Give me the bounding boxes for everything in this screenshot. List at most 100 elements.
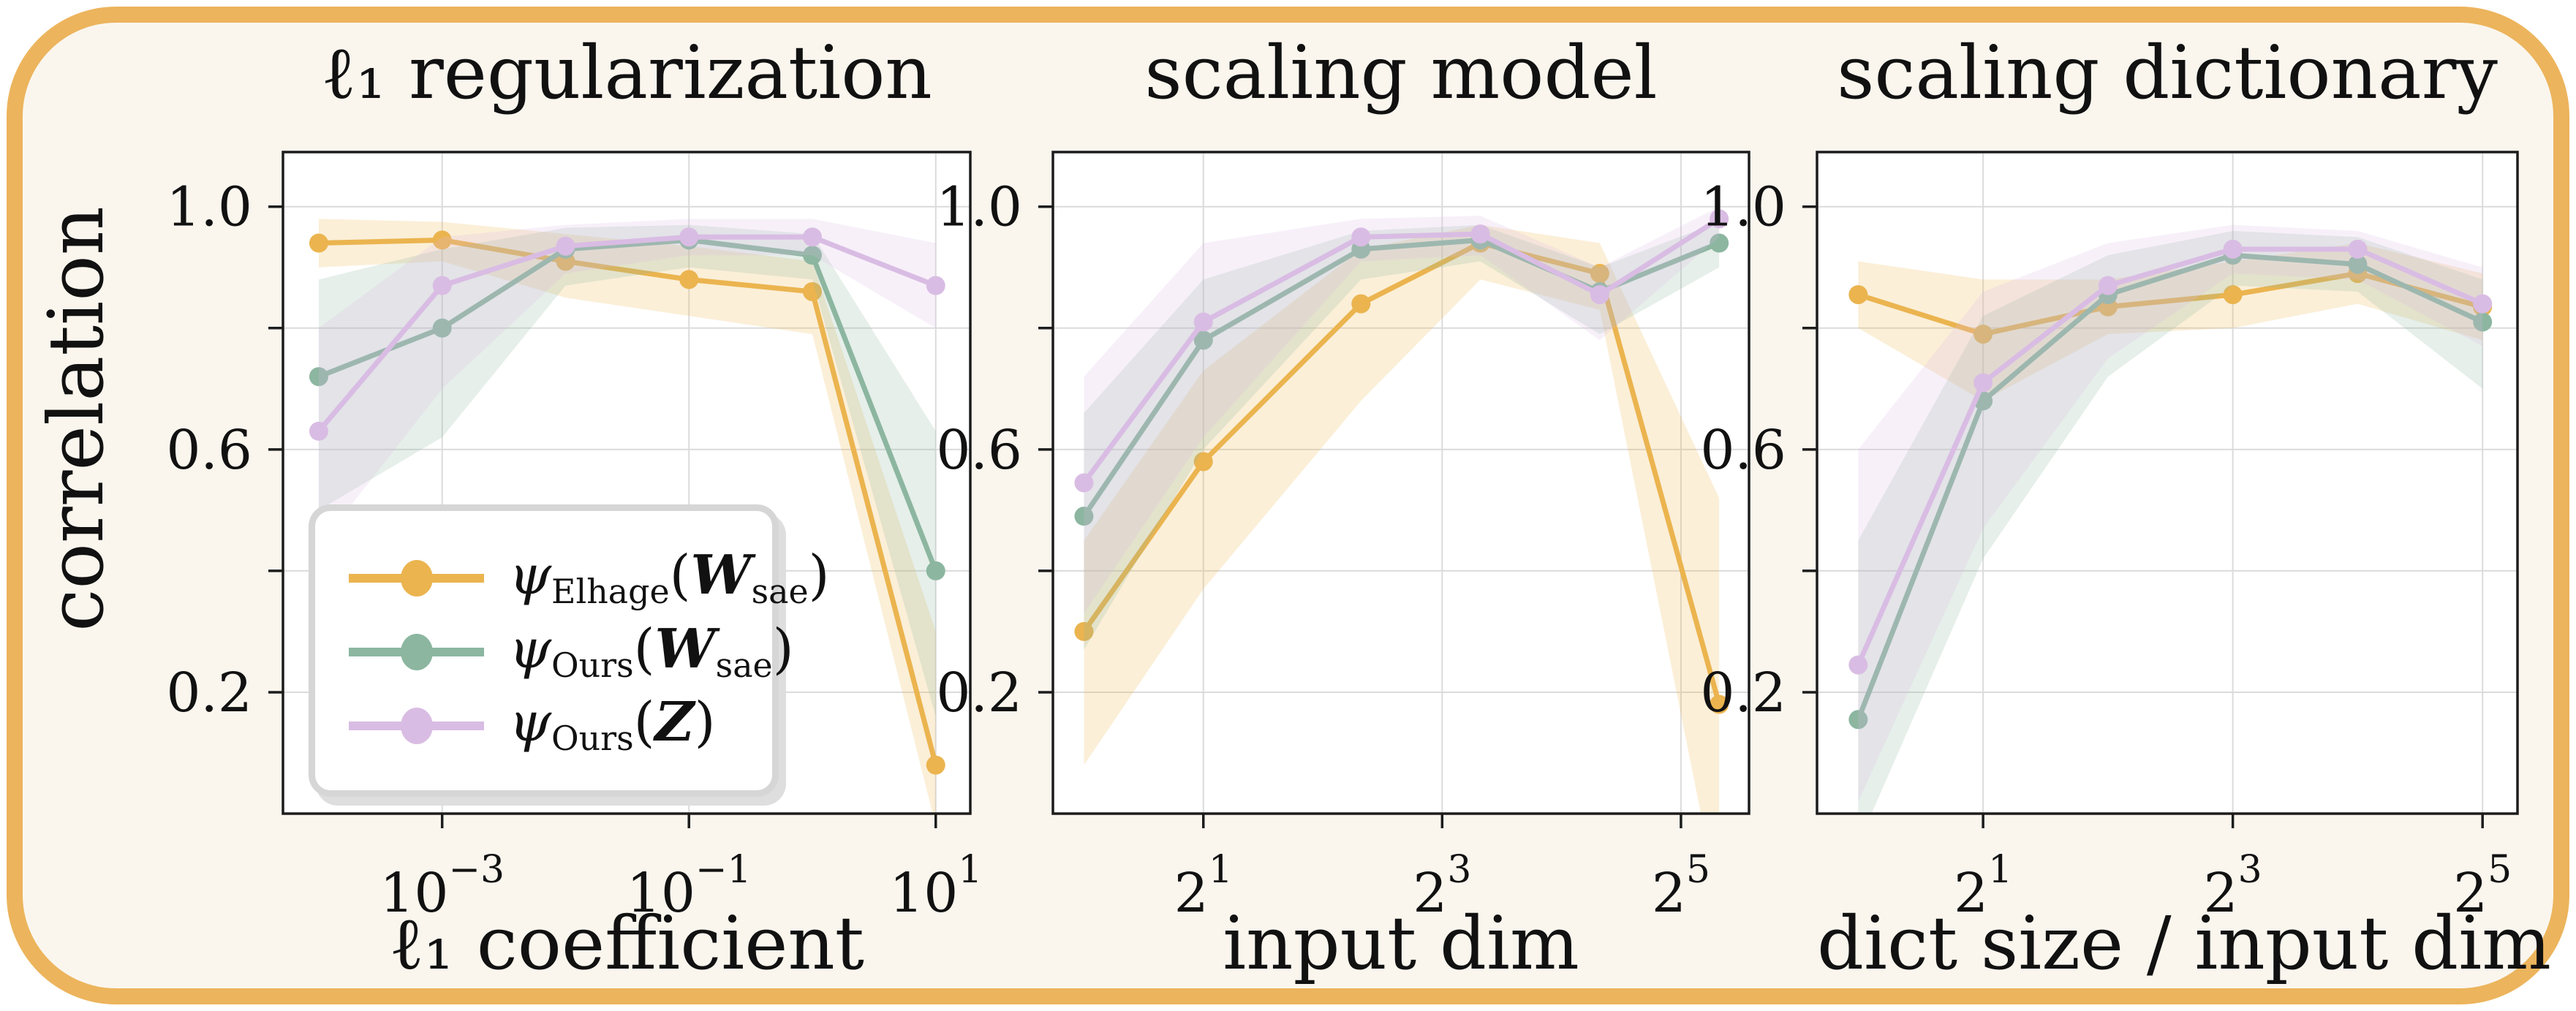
data-point-marker [2098,276,2118,295]
confidence-band [1084,221,1720,650]
y-tick-label: 0.2 [1700,662,1786,724]
data-point-marker [1848,285,1868,305]
y-tick-label: 1.0 [936,176,1022,239]
legend-entry-elhage-wsae: ψElhage(Wsae) [349,542,830,616]
data-point-marker [1848,710,1868,730]
legend-marker-icon [400,707,433,744]
data-point-marker [2223,285,2243,305]
subplot-1-x-axis-label: ℓ₁ coefficient [389,901,864,986]
subplot-2-x-axis-label: input dim [1223,901,1579,986]
legend-swatch-purple [349,707,484,745]
legend-swatch-green [349,633,484,671]
data-point-marker [926,755,945,775]
axes-spines [1816,151,2519,815]
data-point-marker [2473,294,2493,314]
data-point-marker [679,227,699,247]
data-point-marker [1710,694,1729,714]
data-point-marker [1351,227,1371,247]
legend-paren: ( [669,543,691,607]
series-layer [1848,224,2493,814]
y-tick-label: 0.6 [936,419,1022,482]
y-tick-label: 0.2 [936,662,1022,724]
series-psi-elhage-wsae [309,219,945,814]
data-point-marker [1074,473,1094,493]
y-tick-label: 0.2 [166,662,252,724]
confidence-band [318,224,936,717]
series-line [1855,270,2485,337]
data-point-marker [309,421,328,441]
subplot-1-title: ℓ₁ regularization [321,29,932,116]
legend-swatch-orange [349,559,484,597]
x-tick-label: 21 [1954,848,2012,925]
legend-paren: ) [808,543,830,607]
series-line [1081,241,1722,708]
data-point-marker [2348,254,2368,274]
confidence-band [1084,224,1720,814]
data-point-marker [926,276,945,295]
legend-paren: ( [633,617,655,681]
gridlines [1053,152,1749,814]
legend-method-sub: Ours [551,719,634,759]
y-axis-label: correlation [31,206,121,632]
series-psi-ours-z [309,219,945,547]
legend-method-sub: Ours [551,645,634,685]
data-point-marker [1074,507,1094,526]
series-layer [309,219,945,814]
legend-arg-sub: sae [715,645,773,685]
legend-psi: ψ [509,543,552,607]
legend-entry-ours-wsae: ψOurs(Wsae) [349,616,794,689]
subplot-3-title: scaling dictionary [1837,29,2498,116]
legend-method-sub: Elhage [551,571,670,611]
y-tick-label: 0.6 [166,419,252,482]
data-point-marker [1193,312,1213,332]
data-point-marker [2348,239,2368,259]
series-psi-ours-z [1848,224,2493,802]
data-point-marker [1710,233,1729,253]
data-point-marker [802,246,822,265]
legend-arg: Z [654,691,695,754]
data-point-marker [2473,312,2493,332]
axes-spines [282,151,972,815]
axes-spines [1051,151,1750,815]
tick-marks [1038,205,1682,828]
data-point-marker [1351,294,1371,314]
series-line [316,237,939,574]
confidence-band [1084,206,1720,614]
subplot-2-title: scaling model [1144,29,1658,116]
data-point-marker [309,233,328,253]
series-line [316,237,939,768]
data-point-marker [679,270,699,289]
data-point-marker [1193,452,1213,472]
legend-psi: ψ [509,617,552,681]
legend-arg: W [690,543,752,607]
data-point-marker [2223,239,2243,259]
gridlines [1817,152,2518,814]
data-point-marker [1973,325,1993,344]
x-tick-label: 25 [1652,848,1710,925]
x-tick-label: 10−3 [379,848,505,925]
series-layer [1074,206,1729,814]
legend-box: ψElhage(Wsae) ψOurs(Wsae) ψOurs(Z) [309,504,830,797]
subplot-3: 1.0 0.6 0.2 21 23 25 [1700,151,2519,925]
data-point-marker [309,367,328,387]
subplot-2: 1.0 0.6 0.2 21 23 25 [936,151,1750,925]
data-point-marker [432,318,452,338]
data-point-marker [802,281,822,301]
series-line [1855,246,2485,668]
series-line [316,234,939,434]
legend-paren: ) [772,617,794,681]
legend-marker-icon [400,634,433,670]
data-point-marker [1590,285,1609,305]
x-tick-label: 101 [889,848,982,925]
x-tick-label: 25 [2453,848,2512,925]
legend-arg-sub: sae [751,571,809,611]
series-line [1081,216,1722,485]
data-point-marker [802,227,822,247]
plot-background [1053,152,1749,814]
series-line [1855,252,2485,722]
legend-paren: ) [694,691,716,754]
confidence-band [318,219,936,547]
data-point-marker [556,236,575,256]
